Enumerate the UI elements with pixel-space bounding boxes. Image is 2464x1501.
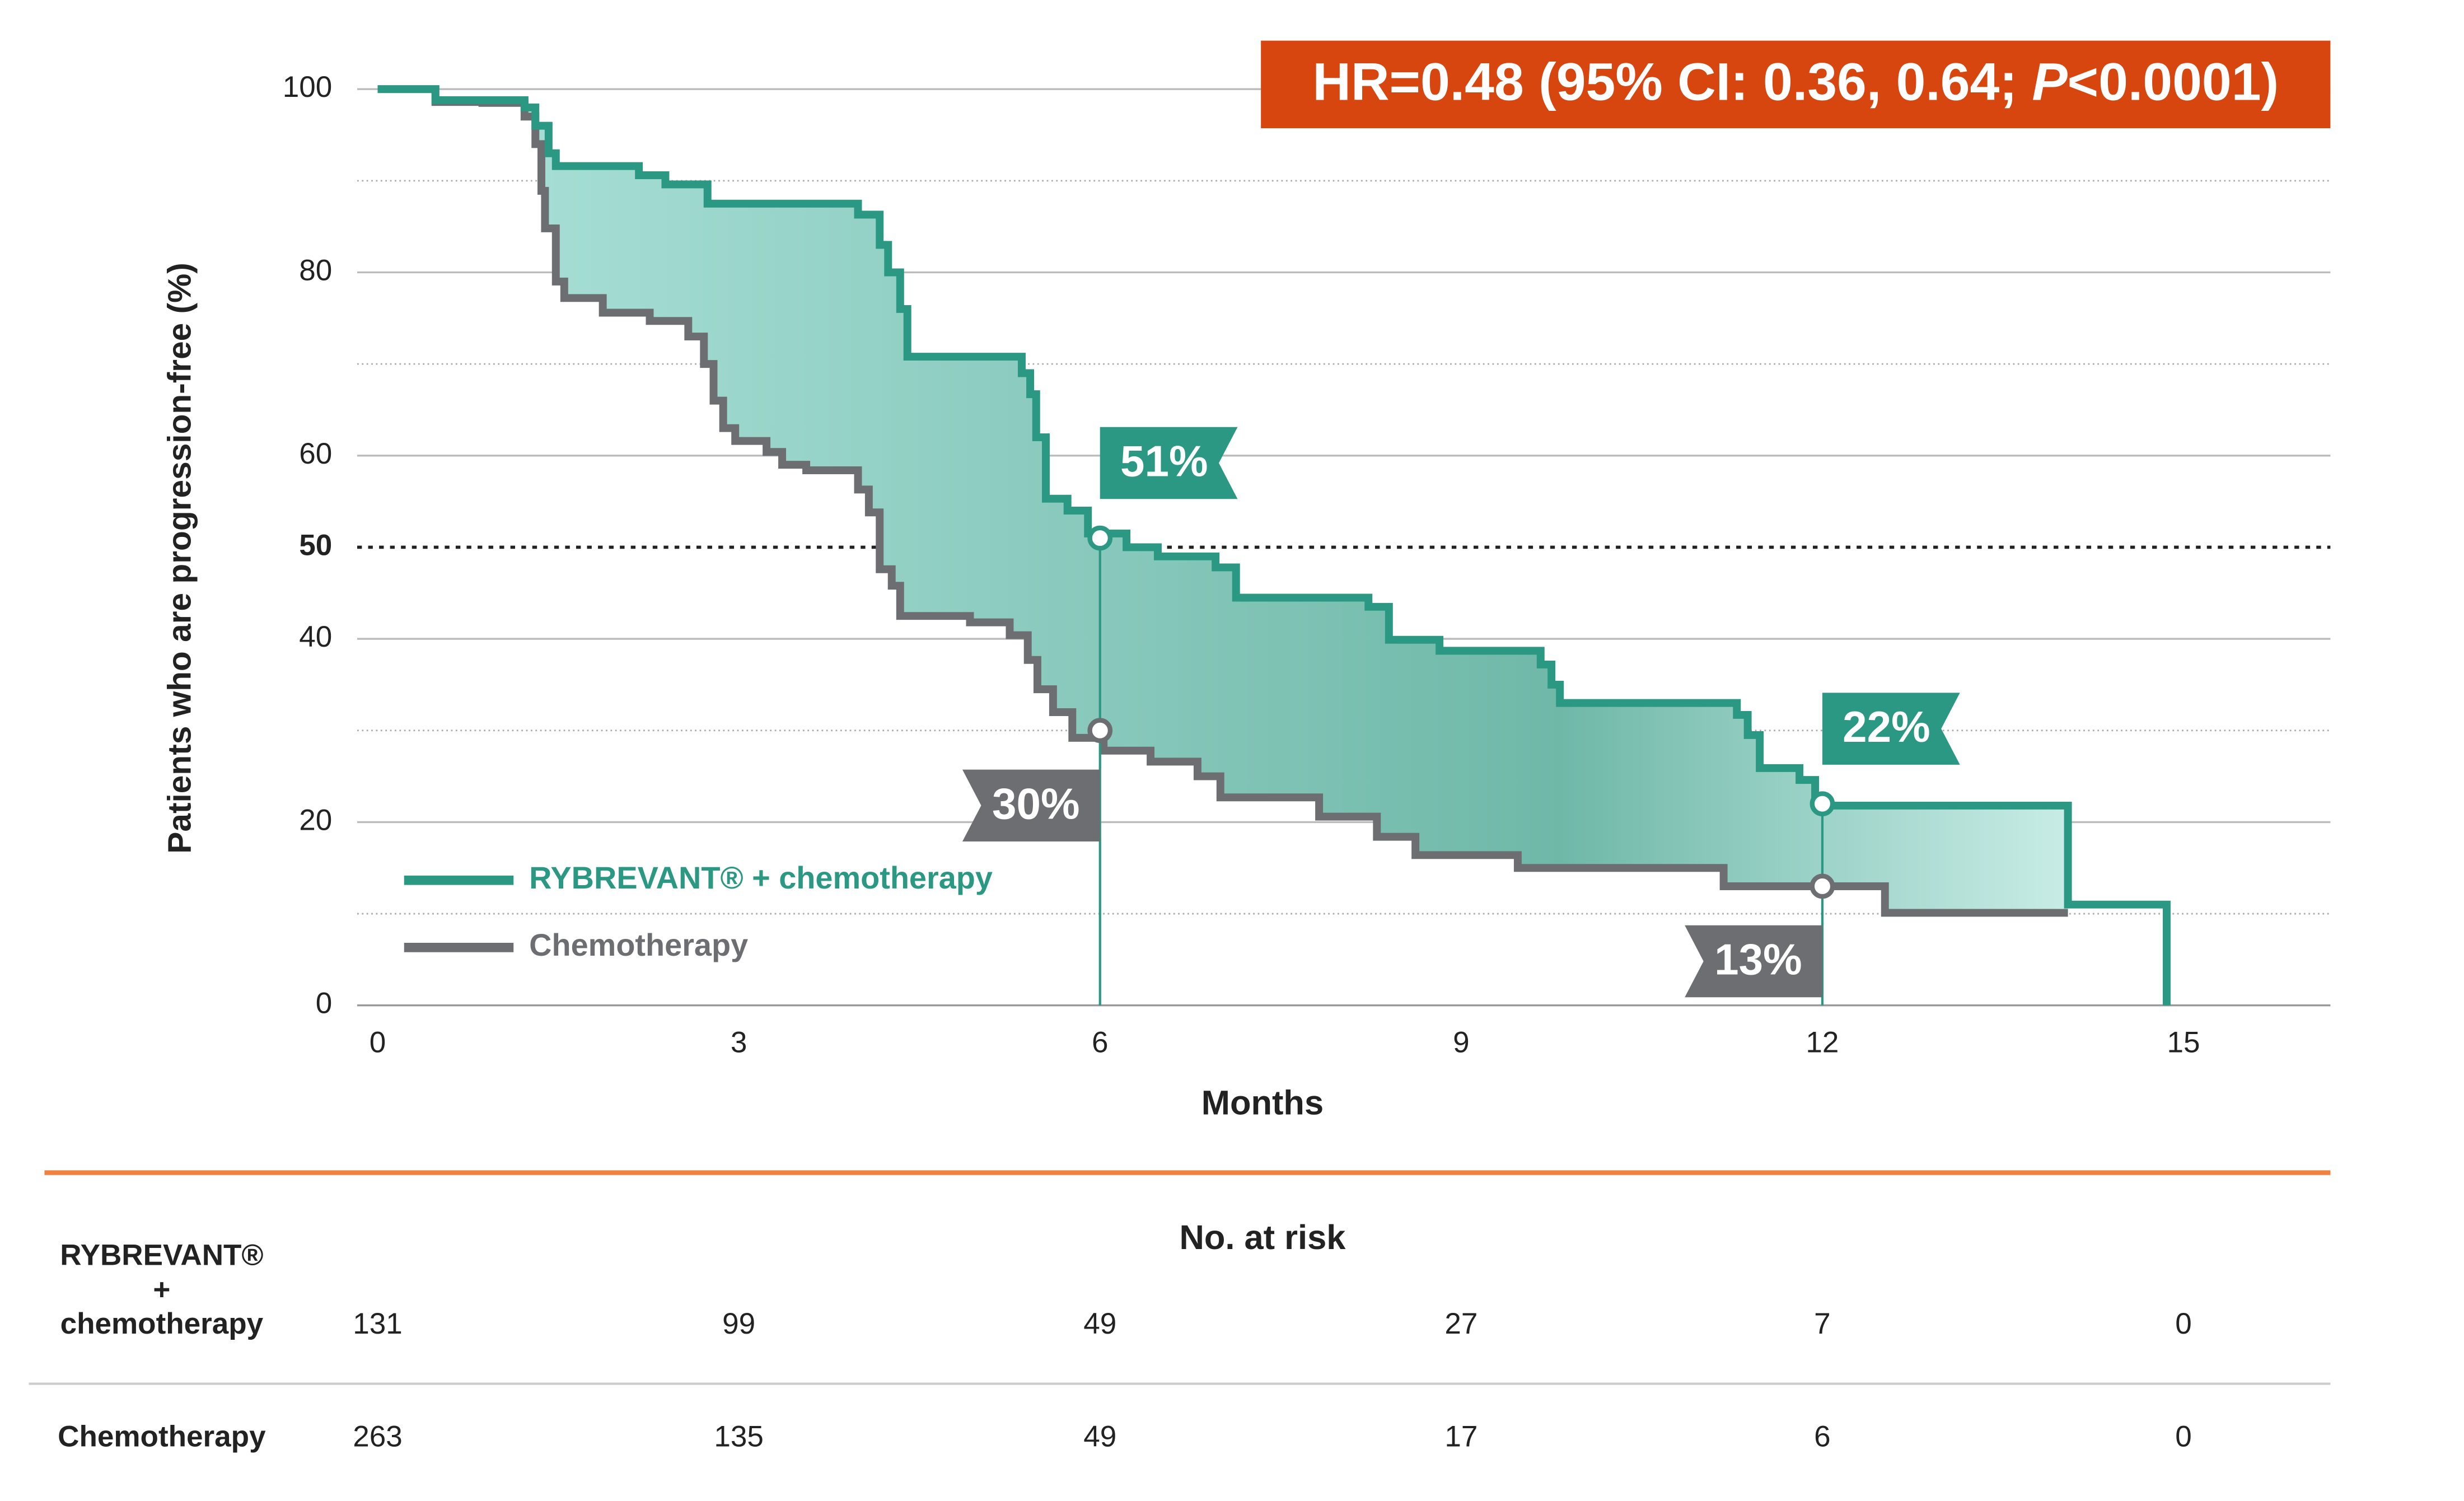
callout-tag bbox=[962, 769, 1100, 842]
risk-count: 0 bbox=[2175, 1420, 2192, 1453]
risk-row-label: + bbox=[153, 1273, 170, 1306]
callout-label: 30% bbox=[992, 779, 1080, 828]
callout-tag bbox=[1822, 693, 1960, 765]
callout-point bbox=[1810, 873, 1835, 899]
risk-count: 0 bbox=[2175, 1307, 2192, 1340]
y-tick-label: 40 bbox=[299, 620, 332, 653]
callout-label: 51% bbox=[1120, 436, 1208, 485]
survival-line bbox=[377, 85, 2068, 917]
callout-tag bbox=[1685, 925, 1822, 998]
risk-row-label: RYBREVANT® bbox=[60, 1238, 263, 1271]
risk-count: 135 bbox=[714, 1420, 764, 1453]
hr-box bbox=[1261, 40, 2331, 129]
y-tick-label: 20 bbox=[299, 803, 332, 836]
risk-count: 49 bbox=[1083, 1420, 1116, 1453]
x-tick-label: 9 bbox=[1453, 1026, 1470, 1059]
x-axis-title: Months bbox=[1201, 1084, 1324, 1123]
risk-count: 27 bbox=[1444, 1307, 1478, 1340]
risk-row-label: chemotherapy bbox=[60, 1307, 264, 1340]
hr-text-part: <0.0001) bbox=[2068, 53, 2279, 112]
risk-count: 131 bbox=[353, 1307, 403, 1340]
survival-line bbox=[377, 85, 2171, 1006]
y-tick-label: 100 bbox=[283, 71, 333, 104]
risk-count: 17 bbox=[1444, 1420, 1478, 1453]
x-tick-label: 3 bbox=[731, 1026, 747, 1059]
hr-text: HR=0.48 (95% CI: 0.36, 0.64; P<0.0001) bbox=[1312, 53, 2279, 112]
callout-point bbox=[1087, 718, 1113, 744]
y-tick-label: 60 bbox=[299, 437, 332, 470]
hr-text-part: HR=0.48 (95% CI: 0.36, 0.64; bbox=[1312, 53, 2032, 112]
x-tick-label: 12 bbox=[1806, 1026, 1839, 1059]
risk-title: No. at risk bbox=[1179, 1218, 1346, 1257]
risk-count: 7 bbox=[1814, 1307, 1831, 1340]
callout-point bbox=[1087, 525, 1113, 551]
callout-tag bbox=[1100, 427, 1238, 499]
legend-label: RYBREVANT® + chemotherapy bbox=[529, 860, 993, 895]
y-tick-label: 50 bbox=[299, 529, 332, 562]
x-tick-label: 0 bbox=[370, 1026, 386, 1059]
callout-label: 22% bbox=[1843, 702, 1930, 751]
x-tick-label: 6 bbox=[1092, 1026, 1109, 1059]
callout-label: 13% bbox=[1714, 934, 1802, 984]
risk-count: 99 bbox=[722, 1307, 755, 1340]
risk-count: 6 bbox=[1814, 1420, 1831, 1453]
callout-point bbox=[1810, 791, 1835, 817]
legend-label: Chemotherapy bbox=[529, 927, 748, 962]
risk-row-label: Chemotherapy bbox=[58, 1420, 266, 1453]
risk-count: 263 bbox=[353, 1420, 403, 1453]
y-tick-label: 80 bbox=[299, 254, 332, 287]
risk-count: 49 bbox=[1083, 1307, 1116, 1340]
y-axis-title: Patients who are progression-free (%) bbox=[162, 263, 198, 853]
hr-text-part: P bbox=[2032, 53, 2068, 112]
y-tick-label: 0 bbox=[316, 987, 333, 1020]
x-tick-label: 15 bbox=[2167, 1026, 2200, 1059]
